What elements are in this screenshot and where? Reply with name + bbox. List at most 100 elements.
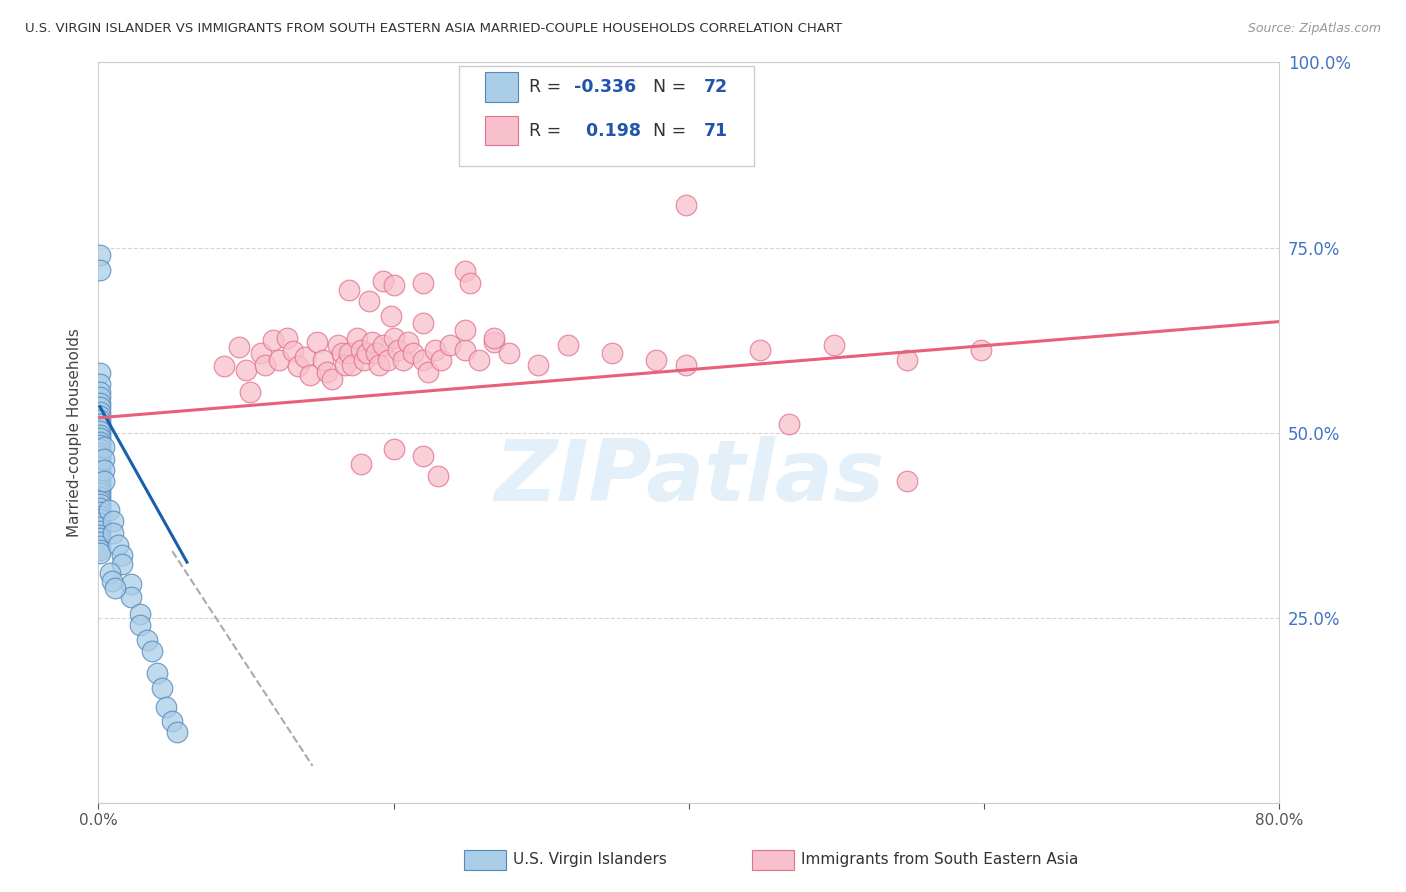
Point xyxy=(104,581,127,595)
Point xyxy=(675,197,697,211)
Point xyxy=(166,725,188,739)
Point xyxy=(89,508,111,523)
Point xyxy=(391,353,413,368)
Point xyxy=(89,539,111,553)
FancyBboxPatch shape xyxy=(485,72,517,102)
Point xyxy=(89,450,111,464)
Point xyxy=(89,434,111,449)
Point xyxy=(305,335,328,350)
Point xyxy=(89,400,111,414)
FancyBboxPatch shape xyxy=(458,66,754,166)
Point xyxy=(262,333,284,347)
Text: -0.336: -0.336 xyxy=(575,78,637,95)
Text: N =: N = xyxy=(641,121,692,139)
Point xyxy=(748,343,770,357)
Point xyxy=(557,338,579,352)
Point xyxy=(89,486,111,500)
Point xyxy=(377,353,399,368)
Point xyxy=(89,542,111,557)
Point xyxy=(294,350,316,364)
Point xyxy=(346,331,368,345)
Point xyxy=(89,520,111,534)
Point xyxy=(453,264,475,278)
Point xyxy=(100,574,122,588)
Point xyxy=(675,358,697,372)
Point xyxy=(89,413,111,427)
Point xyxy=(482,335,505,350)
Text: Immigrants from South Eastern Asia: Immigrants from South Eastern Asia xyxy=(801,853,1078,867)
Point xyxy=(360,335,382,350)
Point xyxy=(89,445,111,459)
Point xyxy=(89,535,111,549)
Point xyxy=(89,479,111,493)
Point xyxy=(89,498,111,512)
Point xyxy=(89,384,111,399)
Point xyxy=(228,341,250,355)
Point xyxy=(89,457,111,471)
Point xyxy=(89,405,111,419)
Point xyxy=(896,353,918,368)
Point xyxy=(276,331,298,345)
Point xyxy=(527,358,550,372)
Point xyxy=(120,590,142,604)
Text: ZIPatlas: ZIPatlas xyxy=(494,435,884,518)
Point xyxy=(423,343,446,357)
Point xyxy=(89,377,111,392)
Point xyxy=(430,353,453,368)
Point xyxy=(482,331,505,345)
Point xyxy=(239,384,262,399)
Point xyxy=(150,681,173,695)
Point xyxy=(382,277,405,292)
Point xyxy=(141,644,163,658)
Point xyxy=(89,493,111,508)
Point xyxy=(387,343,409,357)
Point xyxy=(382,442,405,456)
Point xyxy=(298,368,321,382)
Point xyxy=(89,512,111,526)
Text: U.S. Virgin Islanders: U.S. Virgin Islanders xyxy=(513,853,666,867)
Point xyxy=(89,424,111,438)
Point xyxy=(235,362,257,376)
Point xyxy=(326,338,349,352)
Point xyxy=(212,359,235,373)
Y-axis label: Married-couple Households: Married-couple Households xyxy=(67,328,83,537)
Point xyxy=(111,558,134,572)
Text: Source: ZipAtlas.com: Source: ZipAtlas.com xyxy=(1247,22,1381,36)
Point xyxy=(93,451,115,466)
Point xyxy=(373,274,395,288)
Point xyxy=(412,276,434,290)
Point xyxy=(89,528,111,542)
Point xyxy=(89,483,111,497)
Point xyxy=(89,524,111,538)
Point xyxy=(89,464,111,478)
Point xyxy=(128,607,150,621)
Point xyxy=(600,345,623,359)
Point xyxy=(162,714,183,729)
Point xyxy=(107,538,129,552)
Point xyxy=(103,515,125,529)
Point xyxy=(89,248,111,262)
Point xyxy=(89,501,111,516)
Point xyxy=(89,505,111,519)
FancyBboxPatch shape xyxy=(485,116,517,145)
Point xyxy=(339,346,361,360)
Point xyxy=(339,284,361,298)
Point xyxy=(89,453,111,467)
Point xyxy=(283,344,305,359)
Point xyxy=(380,309,402,323)
Point xyxy=(353,353,375,368)
Point xyxy=(89,475,111,490)
Point xyxy=(89,367,111,381)
Point xyxy=(778,417,800,431)
Point xyxy=(93,462,115,476)
Text: 0.198: 0.198 xyxy=(575,121,641,139)
Point xyxy=(416,365,439,379)
Point xyxy=(364,345,387,359)
Point xyxy=(89,417,111,431)
Point xyxy=(267,353,290,368)
Point xyxy=(89,490,111,504)
Point xyxy=(333,358,356,372)
Point xyxy=(468,353,491,368)
Point xyxy=(402,345,425,359)
Text: U.S. VIRGIN ISLANDER VS IMMIGRANTS FROM SOUTH EASTERN ASIA MARRIED-COUPLE HOUSEH: U.S. VIRGIN ISLANDER VS IMMIGRANTS FROM … xyxy=(25,22,842,36)
